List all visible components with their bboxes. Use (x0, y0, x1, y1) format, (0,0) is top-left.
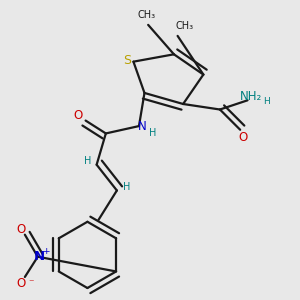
Text: NH₂: NH₂ (240, 90, 262, 103)
Text: O: O (238, 130, 248, 144)
Text: N: N (137, 120, 146, 133)
Text: ⁻: ⁻ (29, 279, 34, 289)
Text: CH₃: CH₃ (176, 21, 194, 31)
Text: +: + (42, 247, 50, 256)
Text: O: O (16, 277, 26, 290)
Text: O: O (16, 223, 26, 236)
Text: H: H (263, 97, 270, 106)
Text: H: H (149, 128, 157, 138)
Text: CH₃: CH₃ (137, 10, 155, 20)
Text: S: S (123, 54, 131, 67)
Text: H: H (124, 182, 131, 192)
Text: H: H (84, 156, 91, 166)
Text: N: N (33, 250, 44, 262)
Text: O: O (74, 109, 83, 122)
